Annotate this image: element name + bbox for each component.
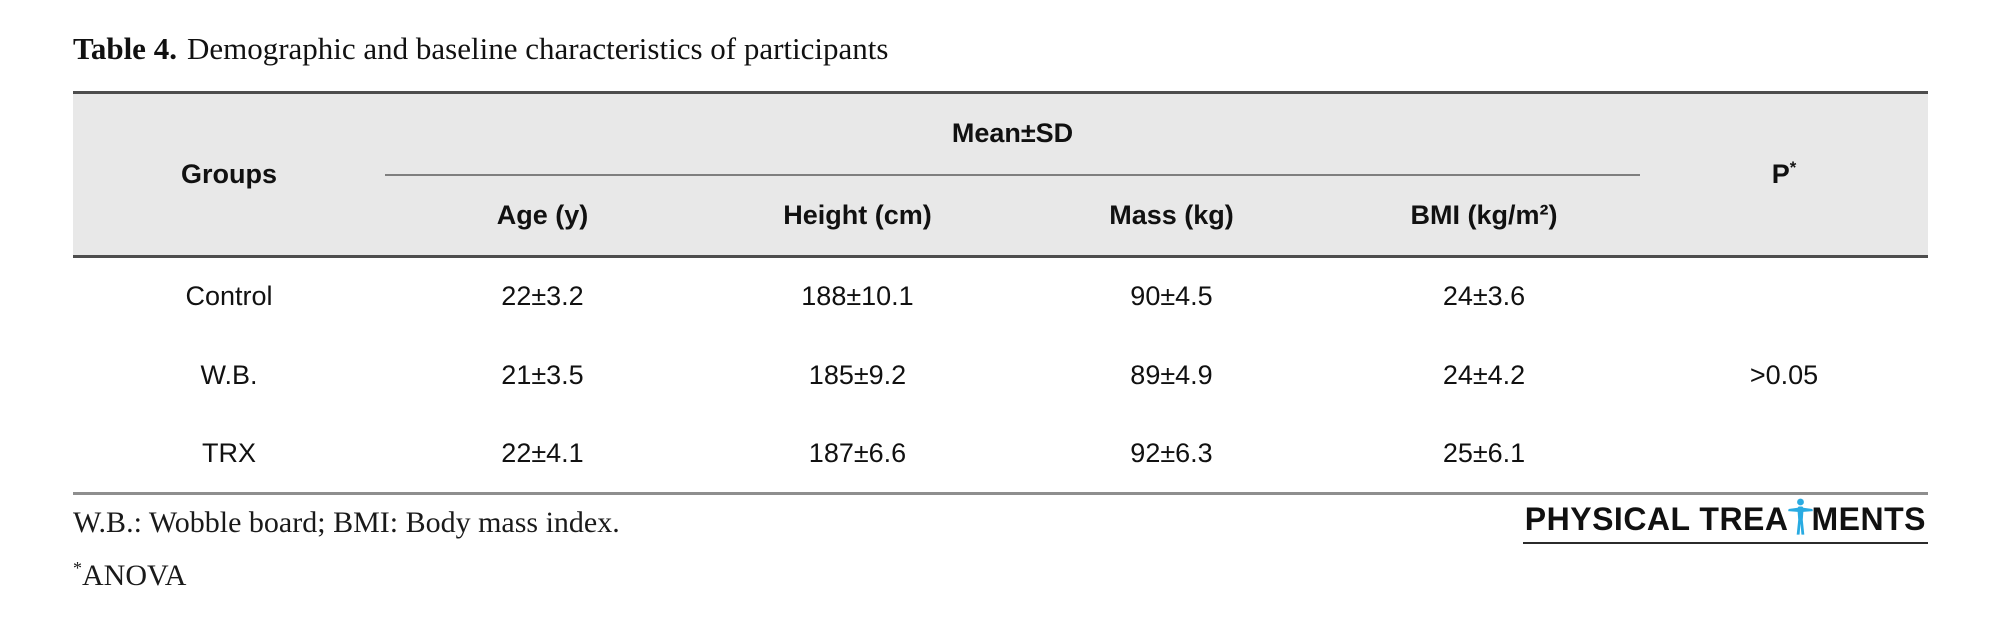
column-header-p: P* xyxy=(1640,91,1929,258)
column-header-height: Height (cm) xyxy=(700,174,1015,258)
cell-height: 188±10.1 xyxy=(700,256,1015,336)
demographics-table: Groups Mean±SD P* Age (y) Height (cm) Ma… xyxy=(73,91,1929,495)
journal-logo: PHYSICAL TREA MENTS xyxy=(1522,498,1928,544)
table-caption-text: Demographic and baseline characteristics… xyxy=(186,31,889,66)
p-asterisk: * xyxy=(1789,158,1797,177)
cell-age: 22±4.1 xyxy=(385,414,700,495)
anova-footnote: *ANOVA xyxy=(73,556,186,596)
anova-text: ANOVA xyxy=(82,559,187,592)
cell-p xyxy=(1640,256,1929,336)
table-row-wb: W.B. 21±3.5 185±9.2 89±4.9 24±4.2 >0.05 xyxy=(73,335,1929,415)
cell-height: 187±6.6 xyxy=(700,414,1015,495)
cell-age: 21±3.5 xyxy=(385,335,700,415)
cell-bmi: 24±3.6 xyxy=(1328,256,1641,336)
column-header-age: Age (y) xyxy=(385,174,700,258)
cell-mass: 90±4.5 xyxy=(1015,256,1328,336)
column-header-mean-sd: Mean±SD xyxy=(385,91,1641,176)
table-caption: Table 4. Demographic and baseline charact… xyxy=(73,30,888,68)
table-caption-number: Table 4. xyxy=(73,31,177,66)
column-header-bmi: BMI (kg/m²) xyxy=(1328,174,1641,258)
cell-height: 185±9.2 xyxy=(700,335,1015,415)
cell-mass: 89±4.9 xyxy=(1015,335,1328,415)
p-label: P xyxy=(1771,159,1790,189)
cell-p-value: >0.05 xyxy=(1640,335,1929,415)
cell-group: Control xyxy=(73,256,385,336)
cell-bmi: 24±4.2 xyxy=(1328,335,1641,415)
table-footer: W.B.: Wobble board; BMI: Body mass index… xyxy=(73,498,1928,546)
cell-group: W.B. xyxy=(73,335,385,415)
column-header-mass: Mass (kg) xyxy=(1015,174,1328,258)
table-row-control: Control 22±3.2 188±10.1 90±4.5 24±3.6 xyxy=(73,256,1929,336)
abbreviations-note: W.B.: Wobble board; BMI: Body mass index… xyxy=(73,506,620,539)
cell-mass: 92±6.3 xyxy=(1015,414,1328,495)
cell-bmi: 25±6.1 xyxy=(1328,414,1641,495)
table-row-trx: TRX 22±4.1 187±6.6 92±6.3 25±6.1 xyxy=(73,414,1929,495)
anova-asterisk: * xyxy=(73,558,82,578)
logo-text-right: MENTS xyxy=(1811,501,1926,537)
cell-p xyxy=(1640,414,1929,495)
cell-age: 22±3.2 xyxy=(385,256,700,336)
logo-text-left: PHYSICAL TREA xyxy=(1524,501,1789,537)
cell-group: TRX xyxy=(73,414,385,495)
column-header-groups: Groups xyxy=(73,91,385,258)
mean-sd-label: Mean±SD xyxy=(951,118,1074,149)
person-figure-icon xyxy=(1787,498,1813,535)
